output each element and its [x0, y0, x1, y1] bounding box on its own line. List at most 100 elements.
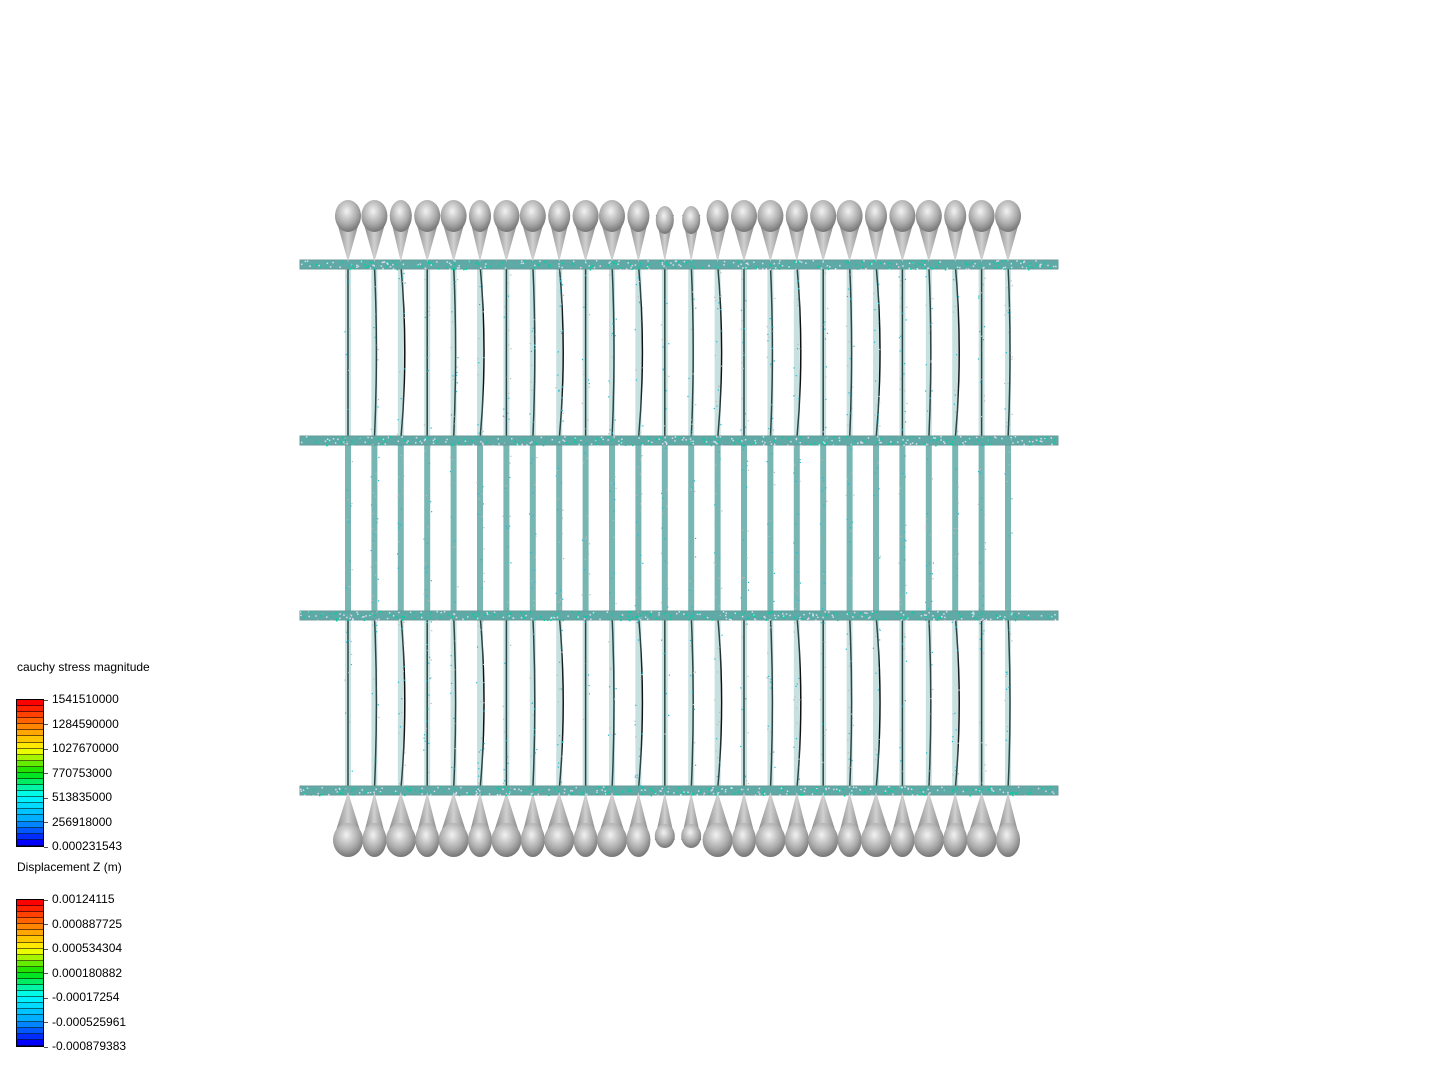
speckle	[876, 467, 878, 469]
speckle	[454, 263, 456, 266]
speckle	[959, 443, 961, 446]
speckle	[1040, 263, 1042, 266]
speckle	[563, 788, 566, 791]
speckle	[373, 533, 375, 535]
speckle	[1013, 794, 1015, 797]
speckle	[350, 614, 352, 616]
speckle	[549, 266, 551, 268]
speckle	[937, 617, 940, 619]
speckle	[770, 612, 773, 614]
blob-top	[389, 200, 412, 232]
speckle	[719, 557, 721, 559]
speckle	[640, 597, 642, 600]
speckle	[744, 775, 746, 777]
speckle	[300, 263, 303, 266]
speckle	[902, 265, 904, 267]
speckle	[972, 613, 975, 616]
speckle	[594, 612, 596, 615]
speckle	[618, 440, 620, 442]
speckle	[812, 613, 814, 615]
speckle	[668, 792, 671, 794]
speckle	[490, 265, 492, 268]
speckle	[788, 266, 790, 268]
speckle	[1052, 615, 1054, 617]
colorbar-band	[17, 742, 43, 749]
speckle	[608, 734, 610, 736]
speckle	[703, 792, 706, 795]
speckle	[923, 614, 926, 616]
speckle	[876, 436, 879, 438]
speckle	[484, 266, 486, 268]
speckle	[533, 266, 535, 269]
speckle	[796, 707, 798, 709]
speckle	[820, 267, 823, 270]
speckle	[718, 711, 721, 714]
speckle	[399, 619, 401, 621]
speckle	[677, 436, 680, 438]
speckle	[768, 336, 770, 338]
speckle	[946, 266, 948, 269]
speckle	[1047, 616, 1049, 618]
speckle	[689, 639, 692, 642]
speckle	[921, 792, 923, 795]
speckle	[352, 618, 354, 621]
speckle	[724, 789, 727, 791]
speckle	[692, 373, 694, 375]
speckle	[719, 458, 721, 460]
fiber-segment	[1005, 615, 1011, 790]
speckle	[563, 440, 566, 442]
speckle	[403, 616, 406, 618]
speckle	[937, 262, 940, 264]
speckle	[734, 612, 737, 615]
speckle	[872, 647, 874, 649]
speckle	[980, 619, 982, 622]
speckle	[585, 536, 587, 538]
speckle	[680, 794, 682, 796]
speckle	[778, 268, 781, 270]
speckle	[627, 615, 630, 618]
speckle	[608, 619, 611, 621]
speckle	[856, 616, 859, 619]
fiber-segment	[609, 615, 615, 790]
speckle	[637, 296, 640, 298]
speckle	[904, 476, 906, 478]
speckle	[1055, 265, 1057, 268]
speckle	[374, 620, 376, 622]
speckle	[427, 347, 429, 349]
speckle	[824, 272, 827, 274]
colorbar-band	[17, 791, 43, 798]
speckle	[609, 261, 611, 263]
speckle	[421, 265, 423, 267]
speckle	[1006, 730, 1008, 732]
speckle	[741, 636, 743, 638]
fiber-middle	[582, 440, 589, 615]
speckle	[766, 793, 769, 795]
speckle	[454, 669, 456, 671]
speckle	[392, 614, 395, 617]
speckle	[300, 790, 302, 793]
speckle	[1008, 464, 1010, 466]
speckle	[773, 751, 775, 753]
speckle	[674, 440, 676, 442]
speckle	[664, 792, 667, 795]
speckle	[737, 265, 740, 267]
speckle	[722, 611, 725, 613]
speckle	[904, 546, 906, 548]
speckle	[398, 732, 400, 734]
fiber-middle	[1005, 440, 1011, 615]
speckle	[428, 662, 430, 664]
speckle	[713, 440, 715, 443]
speckle	[429, 617, 431, 619]
speckle	[508, 418, 510, 420]
speckle	[955, 411, 957, 413]
speckle	[483, 527, 485, 529]
speckle	[345, 269, 348, 271]
speckle	[347, 499, 349, 501]
speckle	[448, 262, 451, 264]
fiber-middle	[741, 440, 747, 615]
speckle	[561, 592, 563, 595]
speckle	[988, 439, 991, 441]
speckle	[691, 606, 693, 608]
speckle	[747, 732, 749, 734]
speckle	[561, 755, 563, 758]
